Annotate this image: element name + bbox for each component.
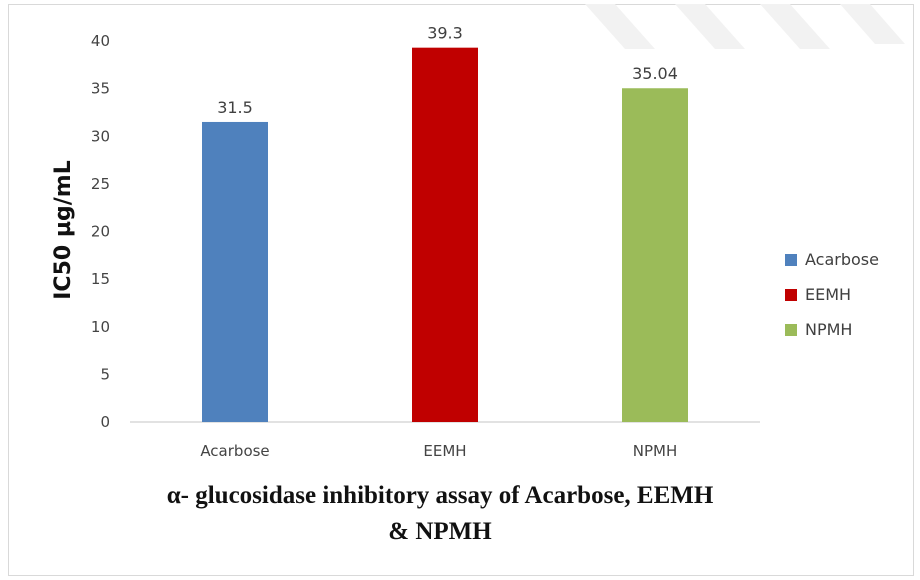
watermark-stripes [585,4,905,49]
y-axis-label: IC50 µg/mL [51,160,76,300]
data-label-npmh: 35.04 [632,64,678,83]
bar-acarbose [202,121,268,423]
legend-label-acarbose: Acarbose [805,250,879,269]
y-tick-label-2: 10 [91,318,110,336]
category-label-acarbose: Acarbose [200,442,269,460]
data-label-acarbose: 31.5 [217,98,253,117]
y-tick-label-1: 5 [100,365,110,383]
legend-swatch-acarbose [785,254,797,266]
y-tick-label-5: 25 [91,175,110,193]
bars [202,47,688,423]
bar-npmh [622,88,688,422]
category-labels: Acarbose EEMH NPMH [200,442,677,460]
legend-label-eemh: EEMH [805,285,851,304]
y-tick-label-8: 40 [91,32,110,50]
legend: Acarbose EEMH NPMH [785,250,879,339]
data-label-eemh: 39.3 [427,24,463,43]
legend-swatch-eemh [785,289,797,301]
chart-caption: α- glucosidase inhibitory assay of Acarb… [0,478,880,550]
caption-line-2: & NPMH [388,518,492,545]
y-tick-label-3: 15 [91,270,110,288]
y-tick-label-4: 20 [91,223,110,241]
caption-line-1: α- glucosidase inhibitory assay of Acarb… [166,482,714,509]
y-tick-label-0: 0 [100,413,110,431]
category-label-eemh: EEMH [423,442,466,460]
y-axis-ticks: 0 5 10 15 20 25 30 35 40 [91,32,110,431]
bar-eemh [412,47,478,422]
y-tick-label-6: 30 [91,127,110,145]
bar-chart: IC50 µg/mL 0 5 10 15 20 25 30 35 40 31.5 39.3 35.0… [51,24,879,460]
legend-swatch-npmh [785,324,797,336]
category-label-npmh: NPMH [633,442,678,460]
y-tick-label-7: 35 [91,80,110,98]
legend-label-npmh: NPMH [805,320,852,339]
data-labels: 31.5 39.3 35.04 [217,24,678,117]
